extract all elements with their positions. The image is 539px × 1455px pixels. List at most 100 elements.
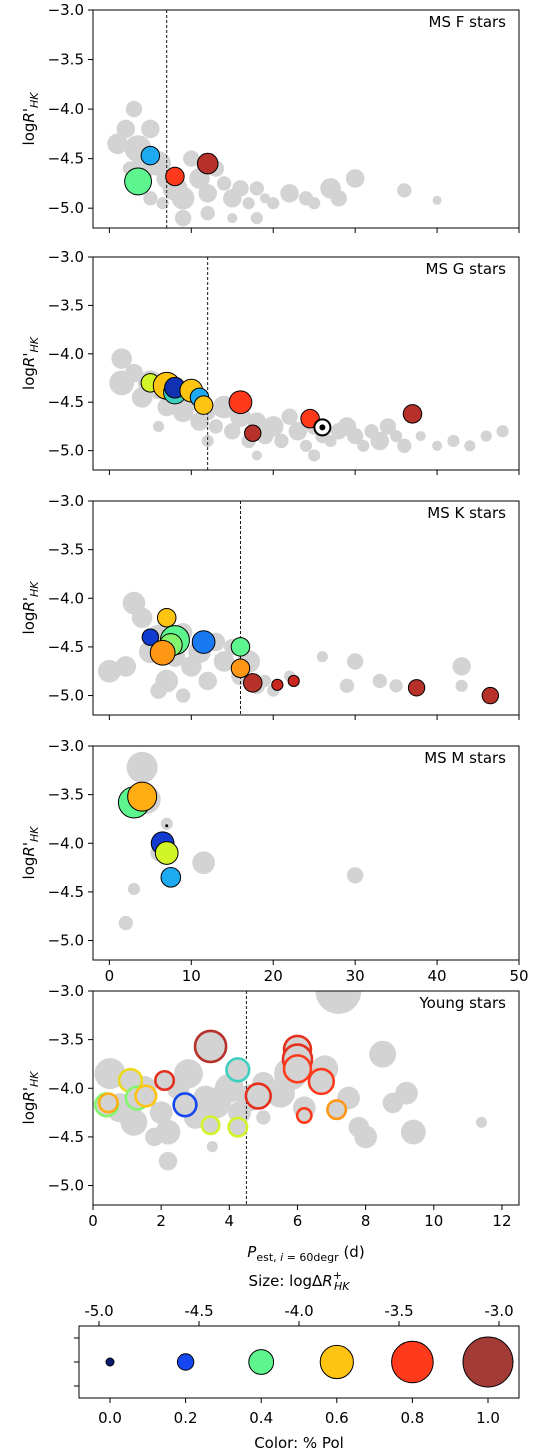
background-point xyxy=(127,882,141,896)
background-point xyxy=(389,679,403,693)
background-point xyxy=(267,197,280,210)
background-point xyxy=(125,100,143,118)
data-point xyxy=(228,390,253,415)
y-tick-label: −5.0 xyxy=(48,1177,84,1195)
background-point xyxy=(324,434,337,448)
data-point xyxy=(134,1084,158,1108)
legend-frame xyxy=(78,1325,520,1399)
background-point xyxy=(158,1151,178,1171)
background-point xyxy=(124,363,144,383)
y-tick-label: −3.5 xyxy=(48,1031,84,1049)
background-point xyxy=(330,190,347,207)
panel-1: −3.0 −3.5 −4.0 −4.5 −5.0 MS F stars logR'HK xyxy=(20,1,520,233)
background-point xyxy=(397,183,412,198)
size-axis-title: Size: logΔR+ HK xyxy=(249,1269,351,1293)
color-tick-label: 0.4 xyxy=(249,1409,273,1427)
size-tick-label: -3.5 xyxy=(384,1302,413,1320)
background-point xyxy=(251,450,262,461)
y-tick-label: −4.5 xyxy=(48,150,84,168)
data-point xyxy=(156,607,177,628)
background-point xyxy=(200,205,215,221)
axes-frame xyxy=(92,9,520,229)
y-tick-label: −3.0 xyxy=(48,982,84,1000)
y-tick-label: −4.0 xyxy=(48,589,84,607)
background-point xyxy=(480,430,492,442)
background-point xyxy=(281,408,298,425)
y-tick-label: −5.0 xyxy=(48,442,84,460)
data-point xyxy=(172,1092,198,1118)
background-point xyxy=(232,180,249,197)
x-tick-label: 2 xyxy=(156,1212,166,1230)
panel-3: −3.0 −3.5 −4.0 −4.5 −5.0 MS K stars logR'HK xyxy=(20,492,520,720)
y-tick-label: −3.5 xyxy=(48,786,84,804)
panel-4: −3.0 −3.5 −4.0 −4.5 −5.0 0 10 20 30 40 50 MS M star… xyxy=(20,737,529,985)
data-point xyxy=(407,679,426,697)
y-tick-label: −4.5 xyxy=(48,1128,84,1146)
x-tick-label: 10 xyxy=(424,1212,443,1230)
y-tick-label: −5.0 xyxy=(48,199,84,217)
background-point xyxy=(198,671,217,691)
background-point xyxy=(475,1116,488,1128)
data-point xyxy=(481,686,500,705)
plot-area xyxy=(107,10,442,228)
size-tick-label: -4.0 xyxy=(284,1302,313,1320)
panel-title: MS M stars xyxy=(424,749,506,767)
data-point xyxy=(149,639,176,666)
y-tick-label: −4.0 xyxy=(48,834,84,852)
y-tick-label: −3.0 xyxy=(48,248,84,266)
y-tick-label: −4.0 xyxy=(48,100,84,118)
data-point xyxy=(124,167,153,196)
plot-area xyxy=(93,991,488,1205)
legend-circle xyxy=(462,1336,514,1388)
panel-title: MS F stars xyxy=(429,13,507,31)
sun-symbol-center xyxy=(319,424,326,431)
background-point xyxy=(173,1059,203,1089)
data-point xyxy=(230,637,251,657)
background-point xyxy=(192,851,215,875)
panel-title: MS K stars xyxy=(427,504,506,522)
data-point xyxy=(140,145,161,166)
background-point xyxy=(455,679,468,692)
background-point xyxy=(372,673,387,689)
data-point xyxy=(244,1082,272,1110)
data-point xyxy=(402,404,423,424)
background-point xyxy=(315,991,362,1014)
x-tick-label: 12 xyxy=(492,1212,511,1230)
background-point xyxy=(280,184,299,203)
axes-frame xyxy=(92,500,520,716)
background-point xyxy=(242,197,255,210)
data-point xyxy=(196,152,219,175)
background-point xyxy=(345,169,365,188)
x-tick-label: 40 xyxy=(428,967,447,985)
y-tick-label: −3.0 xyxy=(48,737,84,755)
background-point xyxy=(116,119,136,139)
data-point xyxy=(165,166,185,187)
background-point xyxy=(111,348,132,369)
background-point xyxy=(249,181,264,196)
background-point xyxy=(175,688,191,703)
background-point xyxy=(213,651,235,672)
background-point xyxy=(198,184,217,203)
background-point xyxy=(149,1101,173,1124)
data-point xyxy=(295,1107,313,1124)
background-point xyxy=(339,678,355,693)
background-point xyxy=(152,420,165,433)
data-point xyxy=(282,1054,313,1084)
legend-circle xyxy=(319,1344,354,1380)
data-point xyxy=(225,1057,251,1083)
background-point xyxy=(143,191,158,206)
legend-circle xyxy=(248,1349,275,1375)
x-tick-label: 8 xyxy=(361,1212,371,1230)
panel-5: −3.0 −3.5 −4.0 −4.5 −5.00 2 4 6 8 10 12 Young stars… xyxy=(20,982,520,1264)
x-tick-label: 10 xyxy=(182,967,201,985)
y-tick-label: −5.0 xyxy=(48,687,84,705)
background-point xyxy=(256,1110,271,1125)
x-axis-label: Pest, i = 60degr (d) xyxy=(247,1243,364,1264)
y-tick-label: −4.5 xyxy=(48,883,84,901)
y-axis-label: logR'HK xyxy=(20,1071,41,1125)
background-point xyxy=(171,186,195,210)
background-point xyxy=(357,439,370,452)
plot-area xyxy=(117,751,364,931)
panels: −3.0 −3.5 −4.0 −4.5 −5.0 MS F stars logR'HK −3.… xyxy=(20,1,529,1264)
background-point xyxy=(370,431,389,451)
